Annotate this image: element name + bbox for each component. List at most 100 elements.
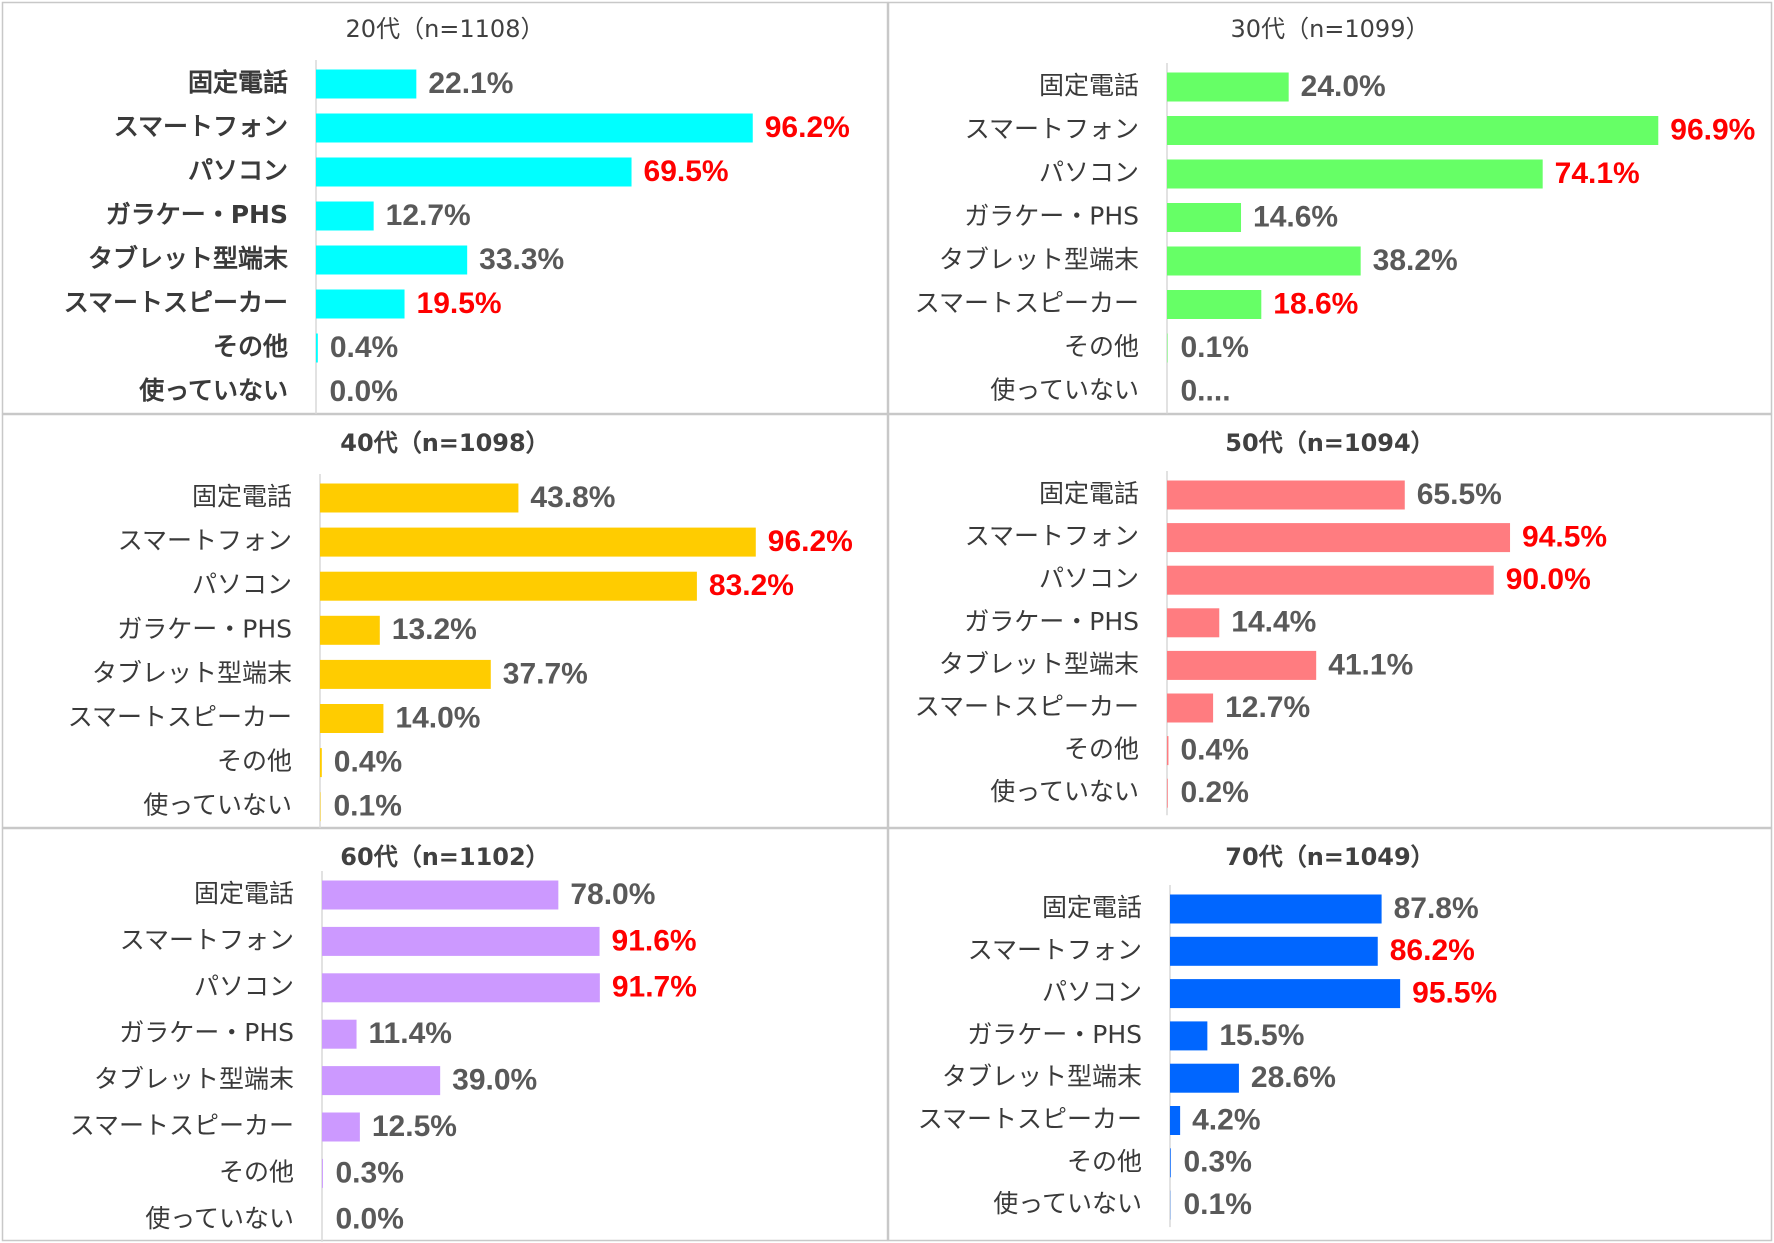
value-label: 0.0% [330, 375, 398, 408]
value-label: 4.2% [1192, 1103, 1260, 1136]
value-label: 86.2% [1390, 934, 1475, 967]
bar [320, 704, 384, 733]
category-label: タブレット型端末 [94, 1065, 294, 1094]
bar [1167, 778, 1168, 808]
bar [1167, 608, 1220, 638]
bar [316, 333, 318, 363]
bar [316, 113, 753, 143]
category-label: ガラケー・PHS [964, 202, 1139, 231]
category-label: スマートフォン [965, 115, 1139, 144]
bar [1167, 736, 1169, 766]
panel-border [1, 827, 889, 1242]
category-label: タブレット型端末 [939, 245, 1139, 274]
category-label: 使っていない [138, 376, 288, 405]
bar [1170, 1021, 1208, 1051]
value-label: 91.7% [612, 971, 697, 1004]
category-label: 固定電話 [1039, 71, 1139, 100]
category-label: スマートフォン [114, 112, 288, 141]
bar [320, 748, 322, 778]
bar [1167, 650, 1317, 680]
category-label: スマートスピーカー [915, 692, 1139, 721]
value-label: 22.1% [428, 67, 513, 100]
value-label: 0.4% [330, 331, 398, 364]
category-label: タブレット型端末 [942, 1062, 1142, 1091]
category-label: スマートスピーカー [70, 1111, 294, 1140]
bar [316, 289, 405, 319]
category-label: スマートフォン [968, 935, 1142, 964]
bar [1170, 936, 1378, 966]
bar [316, 245, 468, 275]
category-label: パソコン [194, 972, 294, 1001]
category-label: その他 [1064, 735, 1139, 764]
bar [320, 527, 756, 557]
bar [1167, 72, 1289, 102]
bar [322, 1112, 360, 1142]
panel-border [1, 1, 889, 415]
category-label: その他 [1067, 1147, 1142, 1176]
value-label: 15.5% [1219, 1019, 1304, 1052]
value-label: 90.0% [1506, 563, 1591, 596]
value-label: 19.5% [417, 287, 502, 320]
chart-panel: 20代（n=1108） 固定電話 22.1% スマートフォン 96.2% パソコン 69.5… [1, 1, 889, 415]
category-label: 固定電話 [194, 879, 294, 908]
category-label: パソコン [1039, 564, 1139, 593]
value-label: 74.1% [1555, 157, 1640, 190]
value-label: 0.3% [336, 1156, 404, 1189]
bar [322, 1019, 357, 1049]
category-label: その他 [217, 747, 292, 776]
value-label: 28.6% [1251, 1061, 1336, 1094]
chart-title: 70代（n=1049） [1225, 843, 1434, 871]
chart-title: 50代（n=1094） [1225, 429, 1434, 457]
value-label: 0.3% [1184, 1146, 1252, 1179]
bar [1167, 480, 1405, 510]
value-label: 0.4% [334, 746, 402, 779]
bar [316, 157, 632, 187]
category-label: スマートスピーカー [64, 288, 288, 317]
value-label: 69.5% [644, 155, 729, 188]
bar [320, 483, 519, 513]
bar [1167, 203, 1242, 232]
value-label: 0.2% [1181, 776, 1249, 809]
category-label: タブレット型端末 [939, 649, 1139, 678]
category-label: 使っていない [993, 1189, 1142, 1218]
bar [320, 571, 697, 601]
chart-panel: 50代（n=1094） 固定電話 65.5% スマートフォン 94.5% パソコン 90.0… [887, 413, 1773, 829]
category-label: スマートフォン [120, 925, 294, 954]
chart-title: 20代（n=1108） [346, 15, 545, 43]
value-label: 43.8% [530, 481, 615, 514]
value-label: 0.1% [1184, 1188, 1252, 1221]
category-label: ガラケー・PHS [967, 1020, 1142, 1049]
value-label: 33.3% [479, 243, 564, 276]
category-label: スマートフォン [118, 526, 292, 555]
category-label: 固定電話 [188, 68, 288, 97]
bar [1170, 1106, 1181, 1135]
bar [322, 926, 600, 956]
value-label: 95.5% [1412, 977, 1497, 1010]
bar [1167, 693, 1214, 723]
value-label: 13.2% [392, 613, 477, 646]
category-label: 固定電話 [1039, 479, 1139, 508]
bar [322, 973, 600, 1003]
category-label: パソコン [1042, 978, 1142, 1007]
value-label: 96.2% [765, 111, 850, 144]
category-label: 固定電話 [1042, 893, 1142, 922]
chart-title: 40代（n=1098） [340, 429, 549, 457]
category-label: 固定電話 [192, 482, 292, 511]
category-label: ガラケー・PHS [119, 1018, 294, 1047]
bar [1167, 290, 1262, 319]
value-label: 0.1% [1181, 331, 1249, 364]
value-label: 11.4% [369, 1017, 452, 1050]
value-label: 0.4% [1181, 734, 1249, 767]
bar [320, 659, 491, 689]
value-label: 24.0% [1301, 70, 1386, 103]
bar [1167, 523, 1511, 553]
category-label: パソコン [188, 156, 288, 185]
value-label: 14.4% [1231, 606, 1316, 639]
bar [1170, 1063, 1239, 1093]
category-label: スマートスピーカー [915, 289, 1139, 318]
bar [316, 69, 417, 99]
category-label: タブレット型端末 [88, 244, 288, 273]
value-label: 37.7% [503, 657, 588, 690]
value-label: 12.5% [372, 1110, 457, 1143]
